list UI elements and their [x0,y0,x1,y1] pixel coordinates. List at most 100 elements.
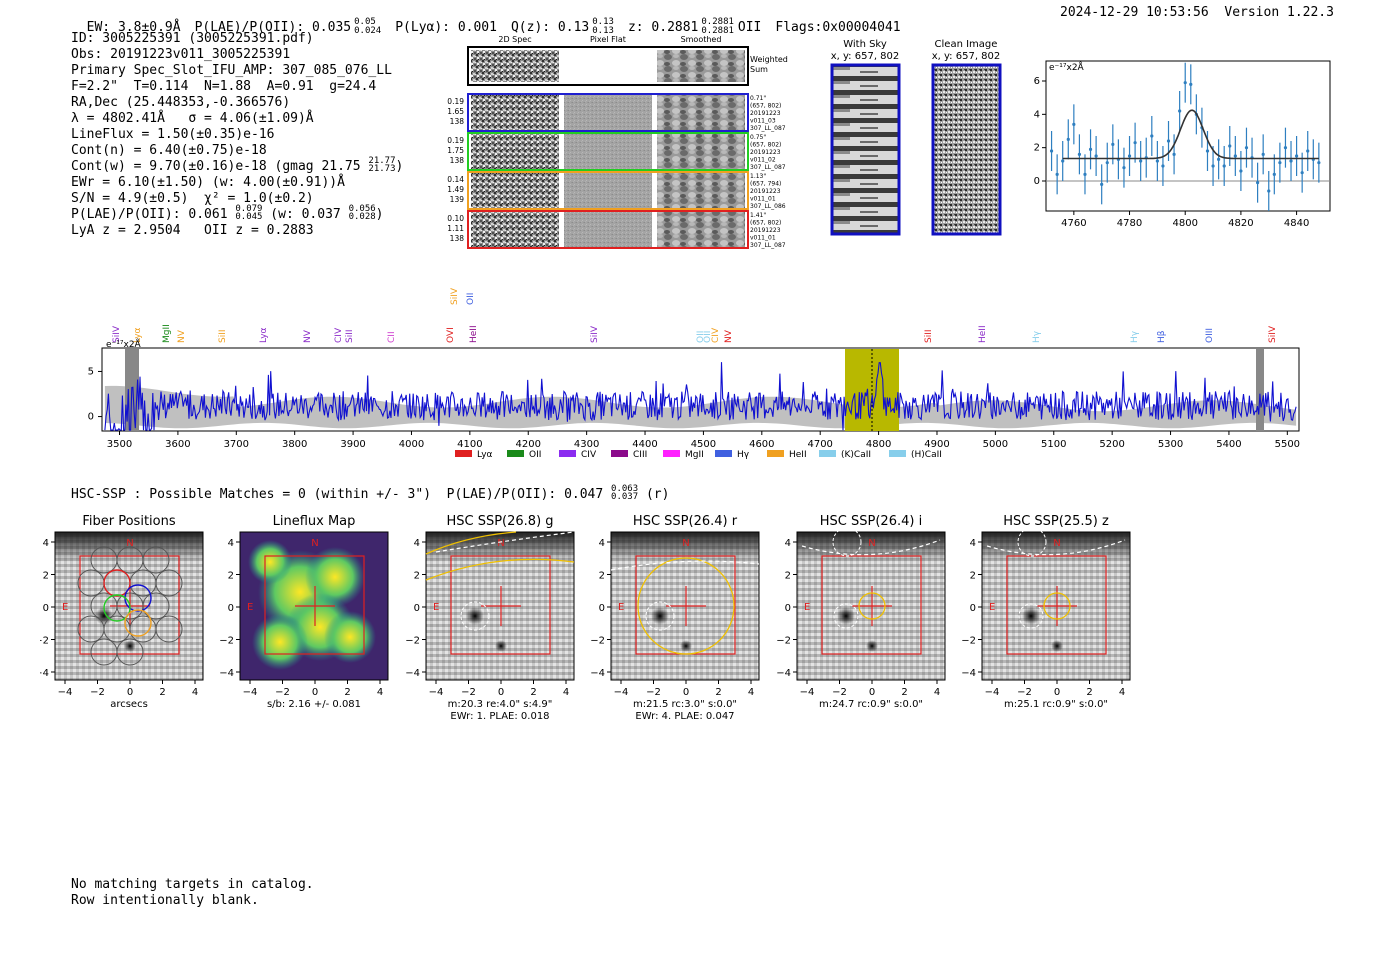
line-fit-point [1244,146,1249,150]
panel-1: N E Fiber Positions −4 −2 0 2 4 4 2 0 −2 −4 arcsecs [40,514,204,710]
catalog-footer: No matching targets in catalog. Row inte… [71,877,314,909]
panel-xtick-label: 2 [715,687,721,698]
line-fit-point [1267,189,1271,193]
panel-east-label: E [62,602,68,613]
header-summary: EW: 3.8±0.9Å P(LAE)/P(OII): 0.035 0.05 0.02… [71,3,915,36]
panel-east-label: E [433,602,439,613]
info-plae: P(LAE)/P(OII): 0.061 0.079 0.045 (w: 0.03… [71,203,384,222]
cutout-right-value: 20191223 [750,149,781,156]
spectrum-legend-swatch [819,450,836,457]
cutout-right-value: (657, 794) [750,181,781,188]
spectrum-legend-label: MgII [685,450,704,460]
panel-ytick-label: −2 [219,636,234,647]
line-fit-point [1155,159,1159,163]
spectrum-xtick-label: 4800 [866,439,891,450]
panel-north-label: N [497,538,504,549]
line-fit-point [1172,152,1176,156]
cutout-right-value: 307_LL_087 [750,125,786,132]
clean-title: Clean Image [935,39,998,50]
spectrum-legend-swatch [715,450,732,457]
spectrum-line-label: OIII [1205,328,1215,343]
panel-subtitle-2: EWr: 1. PLAE: 0.018 [450,711,549,722]
panel-4: N E HSC SSP(26.4) r −4 −2 0 2 4 4 2 0 −2 −4 m:21.5 rc… [590,514,760,722]
panel-ytick-label: 0 [414,603,420,614]
cutout-right-value: (657, 802) [750,103,781,110]
cutout-right-value: v011_01 [750,196,776,203]
panel-xtick-label: −4 [58,687,73,698]
line-fit-point [1283,146,1288,150]
line-fit-xtick-label: 4780 [1117,218,1142,229]
spectrum-line-label: Hβ [1157,330,1167,343]
panel-source-bright [466,607,484,625]
panel-xtick-label: −2 [275,687,290,698]
line-fit-point [1166,139,1171,143]
cutout-right-value: (657, 802) [750,142,781,149]
header-z: z: 0.2881 0.2881 0.2881 OII [627,17,762,36]
panel-xtick-label: −2 [90,687,105,698]
line-fit-point [1072,122,1076,126]
panel-frame [54,531,204,681]
hsc-dashed-ellipse [610,560,760,571]
panel-ytick-label: 2 [785,571,791,582]
spectrum-legend-swatch [767,450,784,457]
spectrum-line-label: SiIV [590,325,600,343]
panel-ytick-label: 0 [228,603,234,614]
spectrum-xtick-label: 4900 [924,439,949,450]
hsc-dashed-ellipse [435,531,575,553]
panel-title: HSC SSP(25.5) z [1003,514,1109,529]
panel-aperture-box [1006,555,1107,655]
spectrum-line-label: HeII [469,325,479,343]
spectrum-legend-swatch [455,450,472,457]
line-fit-ytick-label: 6 [1034,76,1040,87]
cutout-left-value: 1.11 [447,224,464,233]
panel-ytick-label: 4 [970,538,976,549]
panel-xtick-label: 4 [1119,687,1125,698]
panel-ytick-label: 4 [43,538,49,549]
spectrum-legend-label: Hγ [737,450,750,460]
sky-title: With Sky [843,39,887,50]
sky-image [830,63,901,236]
spectrum-xtick-label: 4500 [691,439,716,450]
line-fit-point [1233,154,1237,158]
spectrum-line-label: SiII [924,329,934,343]
panel-source-bright [837,607,855,625]
spectrum-line-label: SiIV [112,325,122,343]
panel-ytick-label: 4 [228,538,234,549]
spectrum-ylabel: e⁻¹⁷x2Å [106,338,142,350]
lineflux-map-blob [248,540,292,584]
hsc-source-ellipse [645,601,675,631]
cutout-right-value: 0.71" [750,95,766,102]
panel-north-label: N [868,538,875,549]
panel-source-faint [124,640,136,652]
line-fit-point [1077,152,1082,156]
panel-xtick-label: −4 [985,687,1000,698]
panel-ytick-label: −2 [590,636,605,647]
spectrum-xtick-label: 4400 [632,439,657,450]
spectrum-line-label: OII [703,331,713,343]
line-fit-point [1055,172,1059,176]
line-fit-xtick-label: 4820 [1228,218,1253,229]
panel-source-bright [651,607,669,625]
line-fit-point [1105,161,1109,165]
fiber-cutouts-figure: 2D Spec Pixel Flat Smoothed Weighted Sum… [447,35,788,249]
panel-ytick-label: 0 [599,603,605,614]
panel-east-label: E [618,602,624,613]
cutout-2dspec [471,134,559,169]
line-fit-ytick-label: 2 [1034,143,1040,154]
panel-xtick-label: 4 [748,687,754,698]
cutout-left-value: 0.19 [447,97,464,106]
panel-3: N E HSC SSP(26.8) g −4 −2 0 2 4 4 2 0 −2 −4 m:20.3 re… [405,514,575,722]
cutout-pixelflat [564,173,652,208]
panel-frame [425,531,575,681]
cutout-right-value: 307_LL_087 [750,242,786,249]
panel-title: HSC SSP(26.4) i [820,514,922,529]
spectrum-legend-swatch [559,450,576,457]
footer-line-2: Row intentionally blank. [71,893,259,908]
fiber-circle [116,638,144,666]
panel-ytick-label: −2 [405,636,420,647]
panel-north-label: N [126,538,133,549]
line-fit-ytick-label: 4 [1034,109,1040,120]
panel-ytick-label: 2 [414,571,420,582]
header-flags: Flags:0x00004041 [775,19,901,35]
